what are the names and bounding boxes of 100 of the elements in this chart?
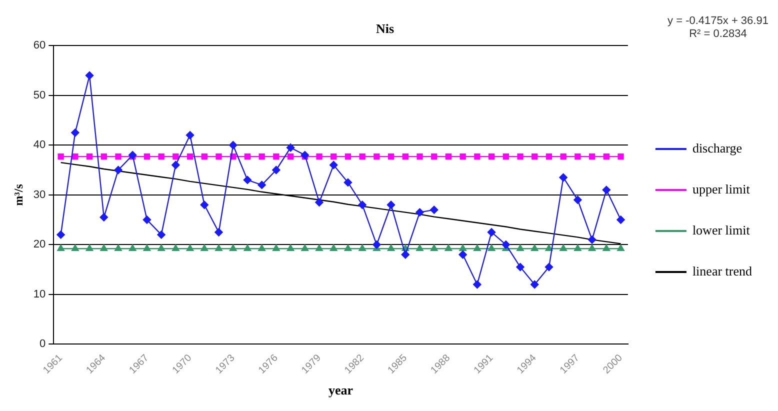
- point: [388, 154, 394, 160]
- y-tick-label: 40: [33, 139, 46, 152]
- text: y = -0.4175x + 36.91: [668, 15, 768, 27]
- point: [344, 244, 352, 251]
- point: [574, 244, 582, 251]
- point: [559, 173, 568, 182]
- point: [100, 244, 108, 251]
- point: [588, 236, 596, 244]
- y-tick-label: 10: [33, 288, 46, 300]
- y-tick-label: 50: [33, 89, 46, 102]
- point: [488, 244, 496, 251]
- point: [487, 228, 496, 236]
- point: [430, 206, 438, 214]
- point: [344, 154, 352, 160]
- point: [618, 154, 624, 160]
- legend-label: discharge: [692, 140, 742, 156]
- point: [358, 200, 366, 209]
- point: [72, 244, 79, 251]
- point: [243, 176, 252, 184]
- point: [72, 154, 78, 160]
- point: [273, 154, 280, 160]
- point: [516, 262, 524, 272]
- point: [216, 154, 222, 160]
- point: [244, 154, 251, 160]
- point: [100, 213, 108, 222]
- point: [387, 244, 395, 251]
- legend-label: upper limit: [692, 181, 750, 196]
- point: [85, 71, 94, 80]
- point: [272, 166, 280, 174]
- point: [316, 154, 322, 160]
- point: [330, 244, 338, 251]
- point: [474, 244, 481, 251]
- point: [301, 244, 309, 251]
- point: [602, 186, 611, 194]
- point: [401, 250, 410, 259]
- point: [229, 141, 238, 150]
- y-tick-label: 30: [33, 188, 46, 201]
- point: [330, 154, 337, 160]
- point: [200, 244, 208, 251]
- point: [272, 244, 280, 251]
- point: [344, 178, 352, 187]
- point: [444, 244, 452, 251]
- point: [172, 244, 180, 251]
- point: [459, 244, 466, 251]
- point: [143, 244, 151, 251]
- point: [258, 154, 265, 160]
- point: [517, 154, 524, 160]
- point: [128, 150, 137, 160]
- y-tick-label: 20: [33, 238, 46, 251]
- point: [588, 244, 596, 251]
- point: [416, 208, 424, 216]
- point: [588, 154, 596, 160]
- point: [358, 244, 366, 251]
- legend-label: linear trend: [692, 263, 752, 278]
- point: [560, 244, 567, 251]
- point: [458, 250, 467, 259]
- chart-title: Nis: [376, 21, 394, 36]
- point: [386, 200, 396, 209]
- point: [574, 196, 582, 204]
- point: [431, 154, 438, 160]
- point: [516, 244, 524, 251]
- point: [56, 230, 65, 239]
- point: [402, 154, 408, 160]
- point: [544, 262, 554, 272]
- point: [488, 154, 495, 160]
- point: [545, 244, 553, 251]
- point: [71, 128, 80, 137]
- point: [359, 154, 366, 160]
- point: [142, 216, 152, 224]
- point: [416, 154, 423, 160]
- point: [258, 244, 266, 251]
- point: [100, 154, 107, 160]
- point: [416, 244, 424, 251]
- point: [214, 228, 223, 236]
- point: [315, 198, 324, 206]
- point: [530, 244, 538, 251]
- point: [616, 216, 625, 224]
- point: [172, 154, 179, 160]
- point: [144, 154, 150, 160]
- point: [430, 244, 438, 251]
- point: [186, 131, 194, 140]
- point: [574, 154, 581, 160]
- point: [603, 154, 610, 160]
- point: [157, 230, 166, 239]
- point: [158, 244, 165, 251]
- point: [229, 244, 237, 251]
- y-axis-title: m³/s: [11, 184, 26, 206]
- point: [114, 166, 122, 174]
- point: [258, 180, 266, 190]
- point: [502, 240, 510, 249]
- point: [57, 244, 64, 251]
- point: [114, 244, 122, 251]
- point: [602, 244, 610, 251]
- point: [330, 160, 338, 170]
- point: [186, 244, 194, 251]
- point: [445, 154, 452, 160]
- point: [244, 244, 252, 251]
- point: [200, 200, 208, 209]
- point: [201, 154, 208, 160]
- point: [115, 154, 122, 160]
